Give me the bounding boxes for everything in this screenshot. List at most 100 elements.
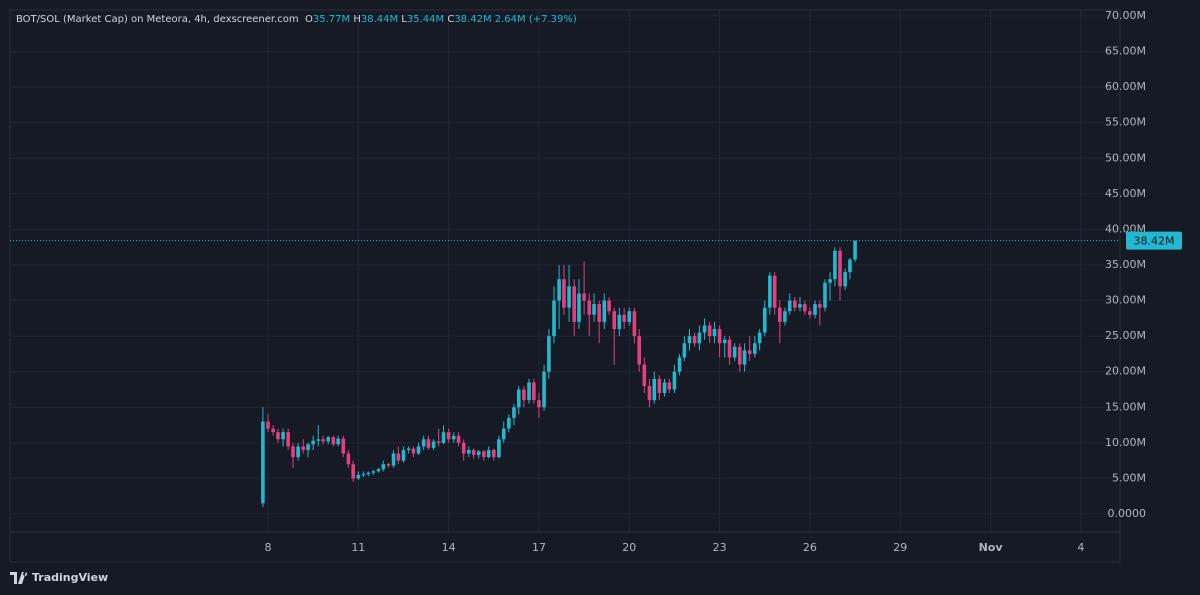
candle-body <box>632 311 637 337</box>
x-tick-label: 26 <box>803 541 817 554</box>
candle-body <box>572 286 576 322</box>
ohlc-value: 35.44M <box>406 14 445 25</box>
candle-body <box>426 439 431 448</box>
x-tick-label: 23 <box>713 541 727 554</box>
x-tick-label: 20 <box>622 541 636 554</box>
candle-body <box>582 293 586 301</box>
candle-body <box>471 449 476 455</box>
ohlc-value: 35.77M <box>312 14 351 25</box>
y-tick-label: 20.00M <box>1105 365 1146 378</box>
y-tick-label: 30.00M <box>1105 294 1146 307</box>
candle-body <box>316 439 321 441</box>
candle-body <box>787 300 792 312</box>
candle-body <box>627 311 632 322</box>
candle-body <box>411 448 416 454</box>
candle-body <box>798 304 802 308</box>
candle-body <box>818 304 822 308</box>
candle-body <box>346 453 351 465</box>
logo <box>10 571 28 584</box>
candle-body <box>516 389 521 408</box>
y-tick-label: 5.00M <box>1112 471 1146 484</box>
y-tick-label: 25.00M <box>1105 329 1146 342</box>
candle-body <box>281 432 285 440</box>
candle-body <box>757 332 762 344</box>
y-tick-label: 55.00M <box>1105 116 1146 129</box>
candle-body <box>542 371 546 408</box>
candle-body <box>697 332 702 344</box>
candle-body <box>778 307 782 322</box>
candle-body <box>587 300 592 315</box>
candle-body <box>461 442 466 454</box>
candle-body <box>692 336 697 344</box>
candle-body <box>592 304 596 315</box>
candle-body <box>396 453 401 461</box>
time-axis <box>9 531 1121 563</box>
candle-body <box>491 449 496 458</box>
ohlc-key: O <box>304 14 313 25</box>
ohlc-key: H <box>353 14 361 25</box>
candle-body <box>843 272 847 287</box>
candle-body <box>853 240 857 260</box>
candle-body <box>537 400 541 408</box>
x-tick-label: 4 <box>1077 541 1084 554</box>
ohlc-value: 38.44M <box>360 14 399 25</box>
x-tick-label: 17 <box>532 541 546 554</box>
candle-body <box>823 282 827 308</box>
candle-body <box>522 389 526 401</box>
candle-body <box>727 339 732 358</box>
candle-body <box>291 446 295 458</box>
candle-body <box>848 259 852 273</box>
y-tick-label: 60.00M <box>1105 80 1146 93</box>
ohlc: O35.77M H38.44M L35.44M C38.42M <box>305 14 495 25</box>
candle-body <box>271 428 275 433</box>
x-tick-label: Nov <box>979 541 1004 554</box>
symbol: BOT/SOL (Market Cap) on Meteora, 4h, dex… <box>16 14 299 25</box>
candle-body <box>652 378 657 401</box>
x-tick-label: 8 <box>265 541 272 554</box>
candle-body <box>336 438 340 445</box>
candle-body <box>552 300 556 337</box>
candle-body <box>311 440 315 445</box>
candle-body <box>341 438 346 454</box>
candle-body <box>276 432 280 440</box>
candle-body <box>451 435 456 440</box>
candle-body <box>772 275 777 308</box>
candle-body <box>441 432 446 443</box>
candle-body <box>326 437 331 442</box>
candle-body <box>446 432 451 440</box>
candle-body <box>677 357 682 372</box>
plot-area <box>9 9 1121 533</box>
brand-name: TradingView <box>32 571 109 584</box>
candle-body <box>421 439 426 447</box>
candle-body <box>597 304 601 322</box>
candle-body <box>557 279 561 301</box>
candle-body <box>642 364 647 386</box>
candle-body <box>828 279 832 283</box>
candle-body <box>808 311 812 315</box>
candle-body <box>507 417 511 429</box>
candle-body <box>351 464 356 479</box>
y-tick-label: 10.00M <box>1105 436 1146 449</box>
candle-body <box>647 385 652 401</box>
x-tick-label: 11 <box>351 541 365 554</box>
candle-body <box>371 471 376 473</box>
candle-body <box>838 250 842 287</box>
candle-body <box>707 325 712 337</box>
candle-body <box>768 275 772 308</box>
brand: TradingView <box>10 571 108 584</box>
candle-body <box>366 472 371 475</box>
candle-body <box>577 293 581 322</box>
candle-body <box>722 339 727 344</box>
y-tick-label: 15.00M <box>1105 400 1146 413</box>
candle-body <box>732 346 737 358</box>
ohlc-value: 38.42M <box>454 14 492 25</box>
candle-body <box>567 286 571 308</box>
candle-body <box>321 439 325 442</box>
candle-body <box>617 314 622 330</box>
candle-body <box>306 444 310 450</box>
candle-body <box>376 469 381 472</box>
ohlc-key: C <box>447 14 455 25</box>
candle-body <box>497 439 501 458</box>
